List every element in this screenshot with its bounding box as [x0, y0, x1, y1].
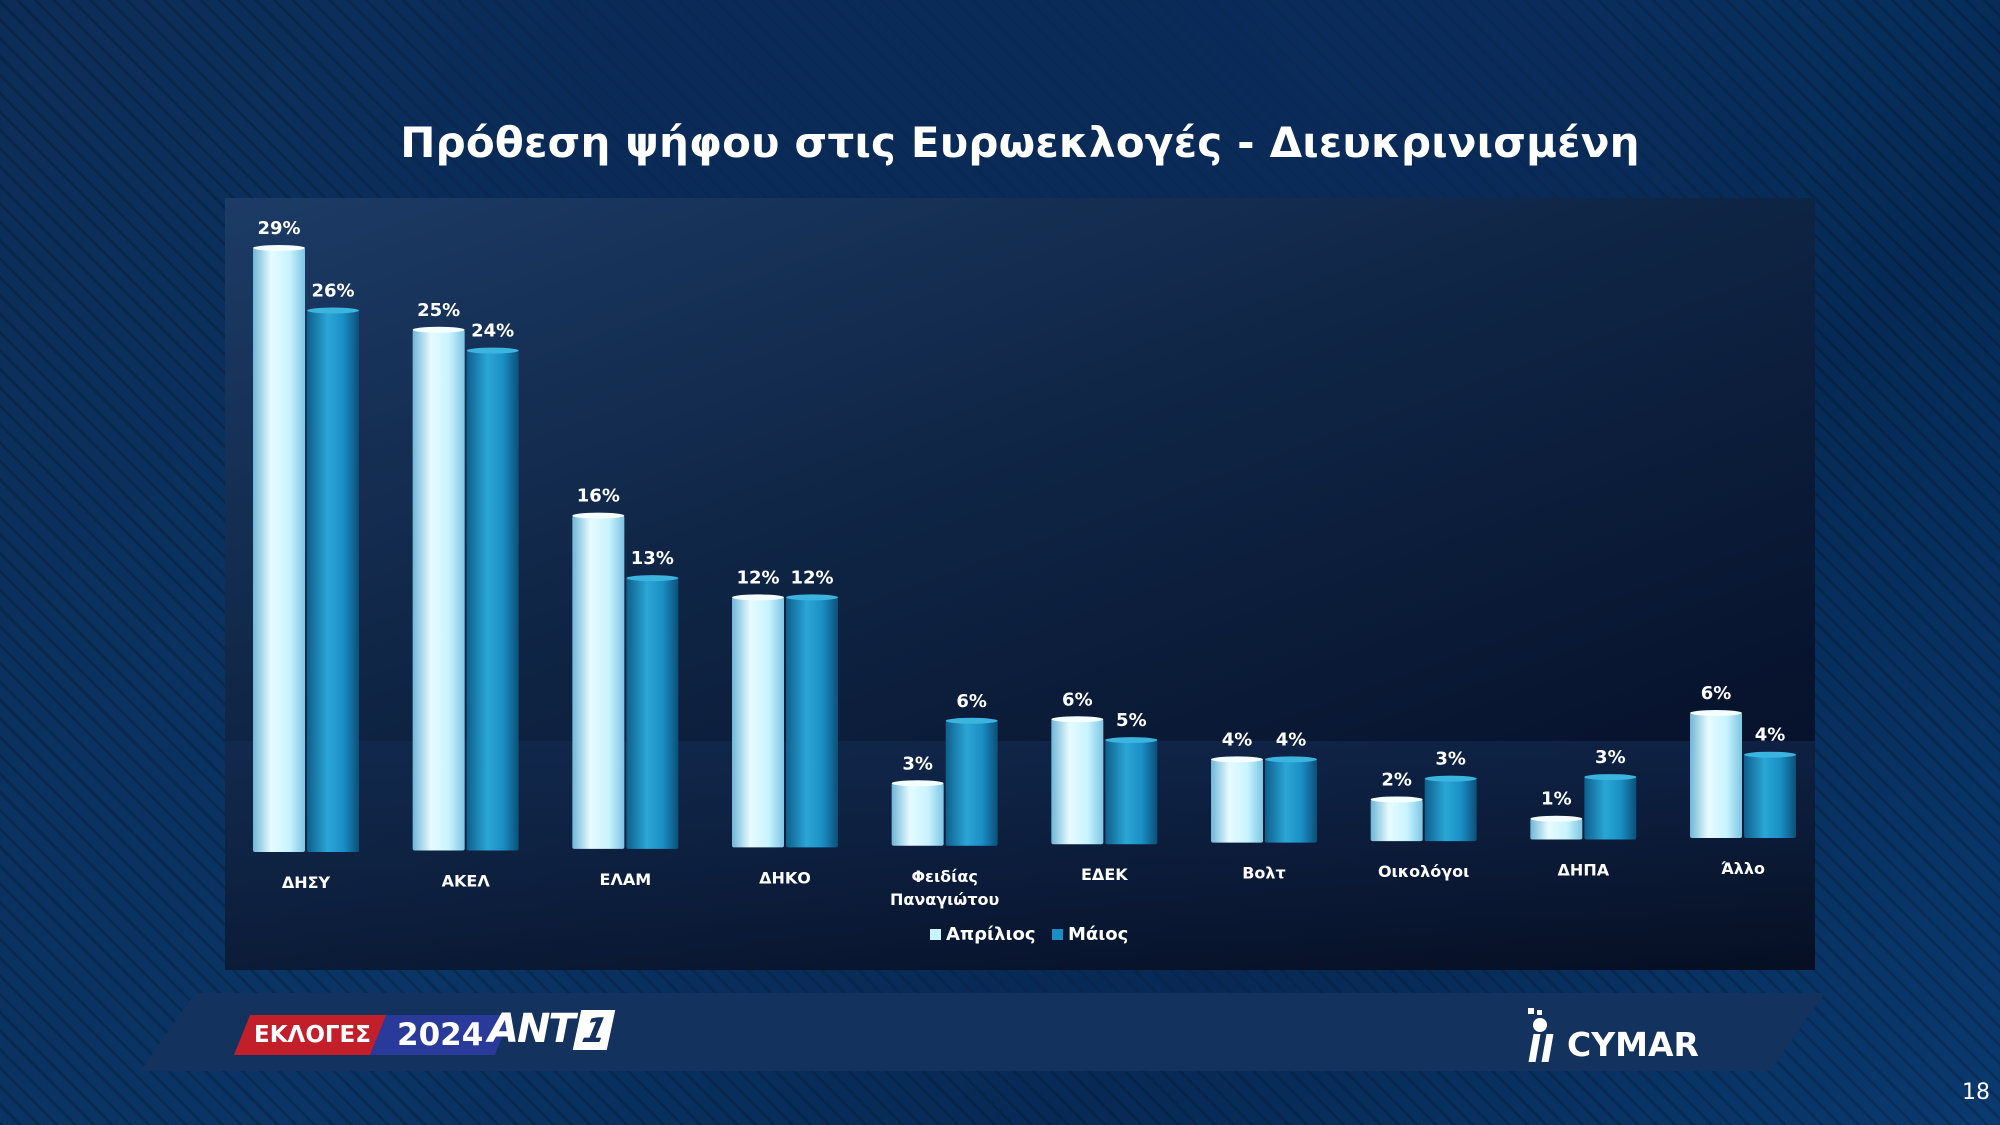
bar-april-1: [412, 329, 465, 851]
data-label-may-4: 6%: [956, 691, 987, 712]
bar-cap-may-6: [1265, 756, 1317, 763]
category-label-1: ΑΚΕΛ: [442, 871, 491, 890]
legend-label-may: Μάιος: [1068, 924, 1128, 945]
bar-cap-may-4: [945, 717, 998, 724]
bar-cap-april-3: [732, 594, 784, 601]
category-label-4-line-1: Παναγιώτου: [890, 890, 1000, 909]
data-label-may-1: 24%: [471, 321, 514, 342]
bar-cap-may-2: [626, 575, 679, 582]
ant1-logo-text: ANT: [488, 1006, 576, 1052]
data-label-april-4: 3%: [902, 753, 933, 774]
bar-cap-may-5: [1105, 737, 1158, 744]
page-number: 18: [1962, 1080, 1990, 1105]
data-label-april-2: 16%: [577, 486, 620, 507]
bar-april-8: [1530, 818, 1583, 840]
data-label-may-0: 26%: [311, 280, 354, 301]
data-label-april-0: 29%: [257, 218, 300, 239]
elections-badge: ΕΚΛΟΓΕΣ: [233, 1015, 391, 1055]
bar-may-4: [945, 720, 998, 846]
data-label-may-2: 13%: [631, 548, 674, 569]
category-label-7: Οικολόγοι: [1378, 862, 1469, 881]
plot-area: 29% 26% ΔΗΣΥ 25% 24% ΑΚΕΛ 16% 13% ΕΛΑΜ 12% 12% ΔΗΚΟ…: [225, 198, 1815, 970]
data-label-may-6: 4%: [1276, 729, 1307, 750]
data-label-may-7: 3%: [1435, 749, 1466, 770]
bar-may-7: [1424, 778, 1477, 842]
bar-cap-april-2: [572, 512, 625, 519]
data-label-may-9: 4%: [1755, 725, 1786, 746]
bar-cap-may-1: [466, 347, 519, 354]
bar-cap-may-3: [786, 594, 838, 601]
cymar-figure-icon: [1525, 1008, 1563, 1064]
bar-may-1: [466, 350, 519, 851]
data-label-april-1: 25%: [417, 300, 460, 321]
data-label-may-3: 12%: [790, 567, 833, 588]
bar-april-7: [1370, 799, 1423, 842]
bar-cap-april-7: [1370, 796, 1423, 803]
category-label-8: ΔΗΠΑ: [1558, 861, 1610, 880]
bar-cap-may-7: [1424, 775, 1477, 782]
category-label-2: ΕΛΑΜ: [600, 870, 652, 889]
bar-cap-april-0: [253, 245, 305, 251]
bar-chart: 29% 26% ΔΗΣΥ 25% 24% ΑΚΕΛ 16% 13% ΕΛΑΜ 12% 12% ΔΗΚΟ…: [253, 218, 1796, 945]
data-label-april-7: 2%: [1381, 769, 1412, 790]
bar-may-0: [307, 310, 359, 852]
bar-cap-april-1: [412, 326, 465, 333]
bar-may-5: [1105, 740, 1158, 845]
category-label-0: ΔΗΣΥ: [282, 873, 331, 892]
bar-cap-april-5: [1051, 716, 1104, 723]
category-label-5: ΕΔΕΚ: [1081, 865, 1128, 884]
bar-may-2: [626, 578, 679, 849]
category-label-4-line-0: Φειδίας: [911, 867, 977, 886]
legend-swatch-may: [1052, 929, 1063, 940]
legend-label-april: Απρίλιος: [946, 924, 1036, 945]
bar-cap-may-9: [1744, 751, 1796, 758]
cymar-logo-text: CYMAR: [1567, 1025, 1699, 1064]
chart-title: Πρόθεση ψήφου στις Ευρωεκλογές - Διευκρι…: [400, 118, 1640, 167]
data-label-april-8: 1%: [1541, 789, 1572, 810]
bar-cap-april-8: [1530, 815, 1583, 822]
bar-april-3: [732, 597, 784, 848]
data-label-may-8: 3%: [1595, 747, 1626, 768]
bar-april-4: [891, 783, 944, 846]
bar-cap-may-0: [307, 307, 359, 314]
bar-april-0: [253, 248, 305, 852]
category-label-6: Βολτ: [1242, 864, 1286, 883]
data-label-april-5: 6%: [1062, 689, 1093, 710]
bar-may-8: [1584, 777, 1637, 840]
data-label-may-5: 5%: [1116, 710, 1147, 731]
data-label-april-6: 4%: [1222, 729, 1253, 750]
bar-may-3: [786, 597, 838, 848]
bar-cap-april-6: [1211, 756, 1263, 763]
data-label-april-9: 6%: [1701, 683, 1732, 704]
bar-may-9: [1744, 754, 1796, 838]
bar-april-5: [1051, 719, 1104, 845]
bar-cap-may-8: [1584, 774, 1637, 781]
data-label-april-3: 12%: [736, 567, 779, 588]
bar-cap-april-4: [891, 780, 944, 787]
category-label-3: ΔΗΚΟ: [759, 868, 811, 887]
ant1-logo: ANT 1: [488, 1006, 615, 1052]
bar-april-9: [1690, 713, 1742, 838]
bar-cap-april-9: [1690, 710, 1742, 717]
bar-april-6: [1211, 759, 1263, 843]
bar-april-2: [572, 515, 625, 849]
bar-may-6: [1265, 759, 1317, 843]
category-label-9: Άλλο: [1721, 859, 1765, 878]
legend-swatch-april: [930, 929, 941, 940]
elections-badge-text: ΕΚΛΟΓΕΣ: [253, 1022, 371, 1048]
cymar-logo: CYMAR: [1525, 1008, 1699, 1064]
ant1-logo-number: 1: [572, 1010, 615, 1051]
year-badge-text: 2024: [397, 1017, 484, 1053]
